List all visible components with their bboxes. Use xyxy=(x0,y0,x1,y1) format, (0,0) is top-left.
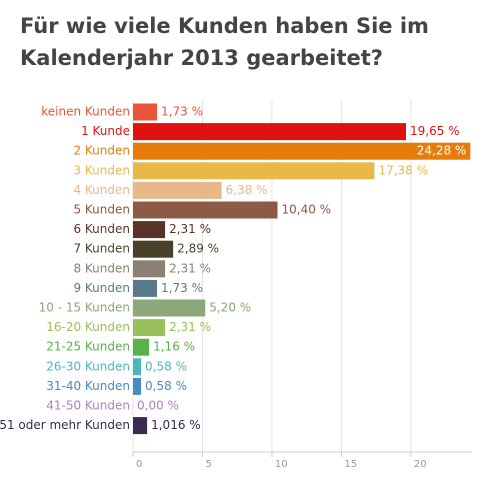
bar xyxy=(133,358,142,376)
value-label: 5,20 % xyxy=(209,301,251,315)
x-tick-label: 0 xyxy=(136,459,142,470)
category-label: 2 Kunden xyxy=(73,144,130,158)
value-label: 6,38 % xyxy=(226,183,268,197)
category-label: keinen Kunden xyxy=(41,105,130,119)
x-tick-label: 10 xyxy=(275,459,288,470)
value-label: 1,73 % xyxy=(161,281,203,295)
bar xyxy=(133,260,166,278)
category-label: 8 Kunden xyxy=(73,261,130,275)
category-label: 4 Kunden xyxy=(73,183,130,197)
value-label: 1,016 % xyxy=(151,418,201,432)
chart-title: Für wie viele Kunden haben Sie im xyxy=(20,14,429,38)
bar xyxy=(133,221,166,239)
value-label: 2,31 % xyxy=(169,222,211,236)
bar xyxy=(133,338,150,356)
category-label: 51 oder mehr Kunden xyxy=(0,418,130,432)
value-label: 19,65 % xyxy=(410,124,460,138)
value-label: 2,31 % xyxy=(169,320,211,334)
value-label: 2,89 % xyxy=(177,242,219,256)
bar xyxy=(133,377,142,395)
value-label: 1,16 % xyxy=(153,340,195,354)
category-label: 41-50 Kunden xyxy=(46,399,130,413)
bar xyxy=(133,103,158,121)
value-label: 10,40 % xyxy=(281,203,331,217)
x-tick-label: 5 xyxy=(205,459,211,470)
value-label: 0,00 % xyxy=(137,399,179,413)
bar xyxy=(133,240,174,258)
category-label: 31-40 Kunden xyxy=(46,379,130,393)
bar xyxy=(133,181,222,199)
x-tick-label: 15 xyxy=(344,459,357,470)
chart-title: Kalenderjahr 2013 gearbeitet? xyxy=(20,46,383,70)
bar xyxy=(133,123,407,141)
category-label: 5 Kunden xyxy=(73,203,130,217)
category-label: 7 Kunden xyxy=(73,242,130,256)
bar xyxy=(133,201,278,219)
bar xyxy=(133,162,375,180)
bar xyxy=(133,279,158,297)
value-label: 24,28 % xyxy=(417,144,467,158)
category-label: 6 Kunden xyxy=(73,222,130,236)
bar xyxy=(133,417,148,435)
category-label: 10 - 15 Kunden xyxy=(39,301,130,315)
bar xyxy=(133,142,471,160)
bar xyxy=(133,319,166,337)
value-label: 1,73 % xyxy=(161,105,203,119)
category-label: 3 Kunden xyxy=(73,163,130,177)
category-label: 26-30 Kunden xyxy=(46,359,130,373)
category-label: 16-20 Kunden xyxy=(46,320,130,334)
category-label: 9 Kunden xyxy=(73,281,130,295)
category-label: 21-25 Kunden xyxy=(46,340,130,354)
x-tick-label: 20 xyxy=(414,459,427,470)
bar xyxy=(133,299,206,317)
value-label: 0,58 % xyxy=(145,379,187,393)
value-label: 17,38 % xyxy=(378,163,428,177)
value-label: 2,31 % xyxy=(169,261,211,275)
value-label: 0,58 % xyxy=(145,359,187,373)
category-label: 1 Kunde xyxy=(81,124,130,138)
